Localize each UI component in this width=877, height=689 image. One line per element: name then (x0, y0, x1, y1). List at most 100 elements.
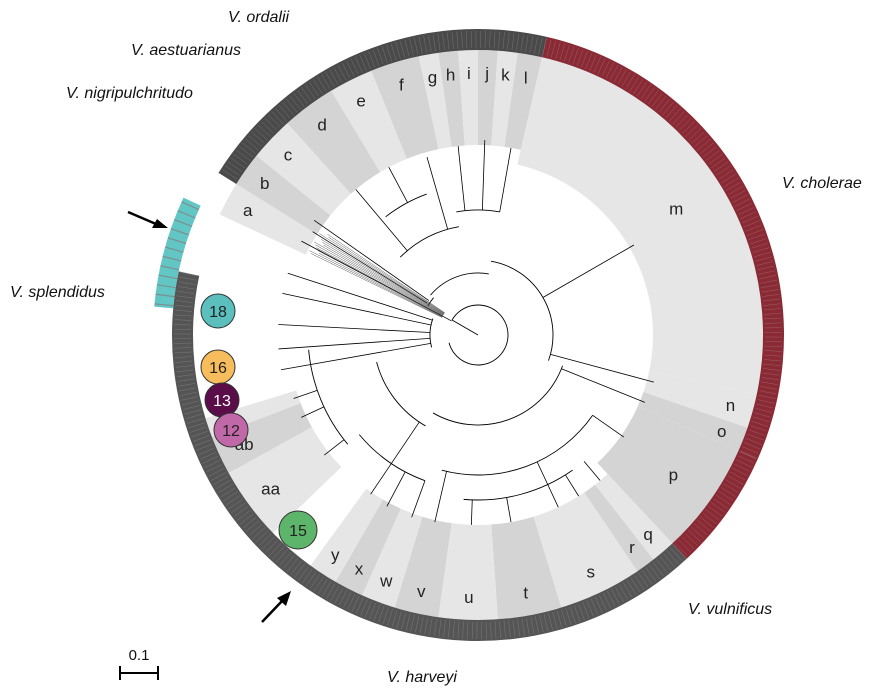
band-hatch (730, 471, 746, 481)
band-hatch (517, 619, 520, 637)
band-hatch (467, 621, 469, 639)
band-hatch (269, 543, 281, 556)
band-hatch (738, 455, 754, 464)
band-hatch (188, 422, 205, 429)
band-hatch (428, 35, 432, 52)
band-hatch (521, 618, 525, 636)
band-hatch (740, 451, 756, 459)
clade-wedge-u (438, 523, 498, 620)
band-hatch (732, 467, 748, 476)
band-hatch (211, 472, 227, 481)
band-hatch (271, 111, 284, 125)
band-hatch (526, 617, 530, 635)
band-hatch (198, 447, 215, 455)
band-hatch (330, 585, 339, 601)
tree-branch-spoke (434, 471, 447, 523)
tree-branch-tip (314, 241, 444, 316)
band-hatch (688, 530, 701, 543)
clade-wedge-i (458, 50, 478, 146)
band-hatch (462, 621, 464, 639)
band-hatch (342, 62, 351, 79)
band-hatch (543, 614, 549, 631)
band-hatch (333, 67, 343, 83)
band-hatch (736, 203, 752, 211)
band-hatch (743, 220, 760, 228)
band-hatch (242, 517, 257, 529)
band-hatch (747, 229, 764, 236)
band-hatch (568, 46, 575, 63)
band-hatch (761, 381, 778, 385)
band-hatch (578, 603, 585, 620)
band-hatch (716, 165, 731, 176)
clade-label-m: m (669, 200, 683, 219)
band-hatch (747, 433, 764, 441)
band-hatch (180, 272, 198, 276)
clade-label-i: i (467, 64, 471, 83)
band-hatch (293, 93, 305, 107)
band-hatch (708, 154, 723, 165)
tree-branch-tip (318, 253, 443, 317)
band-hatch (432, 34, 436, 52)
band-hatch (182, 400, 199, 406)
tree-branch-spoke (426, 157, 449, 230)
band-hatch (530, 617, 535, 634)
band-hatch (317, 76, 327, 92)
band-hatch (318, 579, 328, 594)
band-hatch (415, 615, 419, 633)
band-hatch (630, 577, 641, 593)
band-hatch (761, 377, 779, 381)
band-hatch (176, 369, 194, 373)
species-label-nigripulchritudo: V. nigripulchritudo (66, 85, 193, 102)
band-hatch (178, 281, 196, 285)
band-hatch (730, 190, 746, 199)
band-hatch (640, 84, 651, 99)
band-hatch (764, 345, 782, 347)
clade-label-w: w (379, 571, 393, 590)
clade-label-k: k (501, 65, 510, 84)
tree-branch-spoke (536, 461, 559, 508)
band-splendidus-stripe (164, 246, 184, 253)
band-hatch (758, 270, 776, 275)
band-hatch (644, 87, 655, 102)
band-hatch (179, 387, 196, 392)
tree-branch-tip (323, 244, 444, 316)
band-hatch (252, 527, 266, 539)
band-hatch (511, 33, 515, 51)
tree-branch-tip (320, 236, 445, 314)
band-splendidus-stripe (156, 284, 176, 289)
tree-branch-spoke (457, 145, 466, 211)
band-hatch (233, 154, 248, 165)
clade-wedge-ab (211, 403, 312, 474)
clade-label-j: j (484, 64, 489, 83)
band-nigripulchritudo-ordalii (218, 28, 547, 184)
band-hatch (760, 279, 778, 284)
band-hatch (282, 102, 294, 116)
band-hatch (605, 62, 614, 79)
badge-18-circle (200, 293, 236, 329)
tree-branch-spoke (324, 439, 345, 456)
band-hatch (175, 360, 193, 363)
band-splendidus-stripe (177, 210, 196, 219)
band-hatch (177, 378, 195, 382)
band-splendidus-stripe (173, 219, 193, 227)
band-hatch (590, 598, 598, 615)
band-hatch (621, 71, 631, 87)
clade-label-g: g (428, 68, 437, 87)
species-color-bands (154, 28, 785, 642)
band-hatch (764, 322, 782, 324)
band-hatch (364, 601, 372, 618)
band-splendidus-stripe (162, 255, 182, 262)
band-hatch (208, 468, 224, 477)
band-hatch (489, 31, 491, 49)
band-hatch (754, 252, 771, 257)
tree-branch-arc (429, 318, 434, 348)
band-hatch (228, 499, 243, 510)
clade-label-aa: aa (261, 479, 280, 498)
tree-branch-spoke (470, 499, 473, 525)
clade-label-c: c (284, 146, 293, 165)
band-hatch (669, 108, 681, 122)
band-hatch (183, 405, 200, 410)
band-hatch (552, 612, 558, 629)
band-hatch (675, 543, 688, 556)
